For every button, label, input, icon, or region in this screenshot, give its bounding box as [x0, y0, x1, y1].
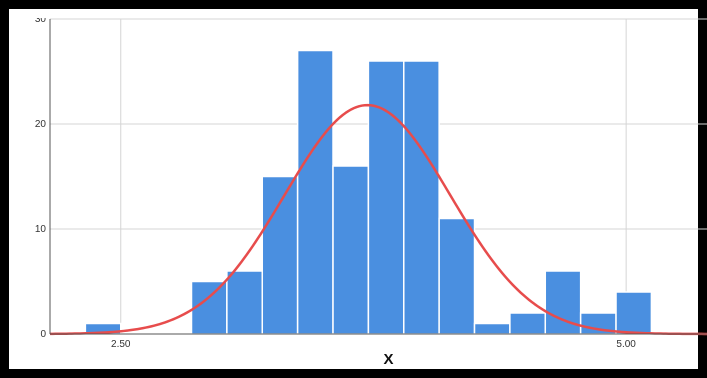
histogram-bar [296, 49, 334, 335]
x-tick-label: 5.00 [616, 339, 636, 350]
histogram-bar [473, 322, 511, 335]
histogram-bar [226, 270, 264, 335]
normal-curve [49, 103, 707, 336]
tick-labels: 0 10 20 30 2.50 5.00 [35, 18, 636, 350]
histogram-bar [261, 175, 299, 335]
histogram-bar [367, 60, 405, 335]
histogram-bars [84, 49, 653, 335]
axes [49, 19, 707, 335]
y-tick-label: 0 [40, 329, 46, 340]
x-tick-label: 2.50 [111, 339, 131, 350]
histogram-chart: 0 10 20 30 2.50 5.00 X [35, 18, 707, 368]
y-tick-label: 30 [35, 18, 47, 25]
histogram-bar [403, 60, 440, 335]
histogram-bar [438, 217, 476, 335]
normal-curve-line [49, 103, 707, 336]
x-axis-title: X [383, 351, 393, 368]
histogram-bar [615, 291, 653, 335]
histogram-bar [332, 165, 370, 335]
y-tick-label: 10 [35, 224, 47, 235]
y-tick-label: 20 [35, 119, 47, 130]
histogram-bar [509, 312, 547, 335]
